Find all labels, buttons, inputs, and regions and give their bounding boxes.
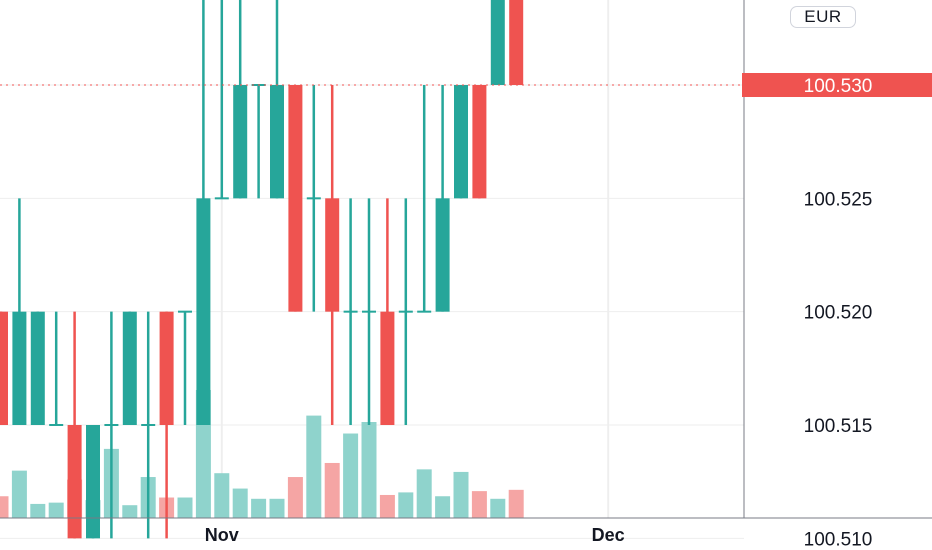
candle-body [12, 311, 27, 425]
volume-bar [379, 494, 395, 518]
price-tick-label: 100.520 [804, 303, 873, 324]
candle-body [306, 197, 321, 200]
candle-body [380, 311, 395, 425]
current-price-label: 100.530 [804, 76, 873, 97]
candle-body [67, 425, 82, 539]
candle-body [104, 424, 119, 426]
candle-body [270, 85, 284, 199]
candle-body [141, 424, 156, 426]
candle-body [398, 310, 413, 313]
time-axis[interactable]: Nov Dec [0, 517, 932, 545]
volume-bar [471, 491, 487, 518]
volume-bar [306, 415, 322, 518]
candle-body [454, 85, 468, 199]
volume-bar [30, 503, 46, 518]
time-tick-label: Dec [592, 525, 625, 545]
volume-bar [232, 488, 248, 518]
volume-bar [269, 498, 285, 518]
volume-bar [416, 469, 432, 518]
volume-bar [343, 433, 359, 518]
candle-body [159, 311, 174, 425]
candle-body [472, 85, 487, 199]
volume-bar [361, 422, 377, 518]
candle-body [86, 425, 100, 539]
volume-bar [11, 470, 27, 518]
volume-bar [453, 471, 469, 518]
volume-bar [508, 489, 524, 518]
volume-bar [0, 496, 9, 518]
candle-body [509, 0, 524, 86]
candle-body [288, 85, 303, 312]
volume-bar [435, 496, 451, 518]
candle-body [214, 197, 229, 200]
volume-bar [287, 477, 303, 518]
volume-bar [177, 497, 193, 518]
candle-body [30, 311, 45, 425]
candle-body [196, 198, 211, 425]
candle-body [49, 424, 64, 426]
candle-body [417, 310, 432, 313]
volume-bar [214, 473, 230, 518]
volume-bar [324, 462, 340, 518]
volume-bar [48, 502, 64, 518]
volume-bar [490, 498, 506, 518]
candle-body [122, 311, 137, 425]
price-axis[interactable]: 100.510100.515100.520100.525100.535100.5… [742, 0, 932, 550]
price-tick-label: 100.510 [804, 529, 873, 550]
time-tick-label: Nov [205, 525, 239, 545]
candle-body [233, 85, 248, 199]
price-tick-label: 100.525 [804, 189, 873, 210]
candle-body [0, 311, 8, 425]
currency-button[interactable]: EUR [790, 6, 856, 28]
volume-bar [251, 498, 267, 518]
candle-body [362, 310, 376, 313]
candle-body [435, 198, 450, 312]
volume-bar [122, 505, 138, 518]
candle-body [343, 310, 358, 313]
current-price-badge [742, 73, 932, 97]
price-tick-label: 100.515 [804, 416, 873, 437]
volume-bar [398, 492, 414, 518]
candle-body [325, 198, 340, 312]
candle-body [178, 310, 192, 313]
candlesticks [0, 0, 524, 539]
candle-body [490, 0, 505, 86]
